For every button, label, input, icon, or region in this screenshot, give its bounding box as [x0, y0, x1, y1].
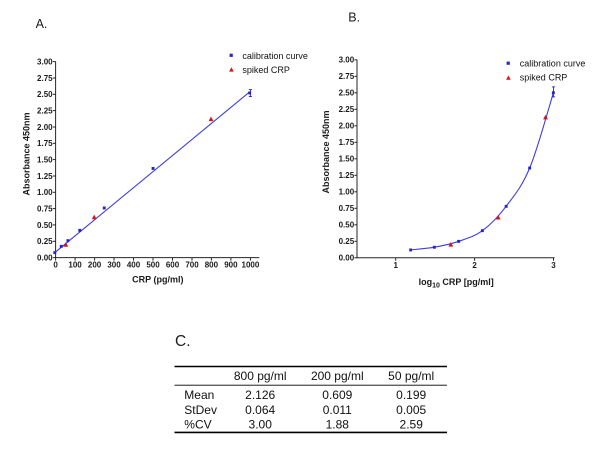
- svg-text:0.005: 0.005: [396, 403, 426, 417]
- svg-text:2.25: 2.25: [37, 107, 53, 116]
- svg-text:1.75: 1.75: [339, 138, 355, 147]
- svg-text:0.00: 0.00: [339, 254, 355, 263]
- svg-text:C.: C.: [175, 333, 191, 350]
- svg-text:2.50: 2.50: [339, 89, 355, 98]
- svg-text:1.75: 1.75: [37, 139, 53, 148]
- svg-text:0.75: 0.75: [339, 204, 355, 213]
- svg-text:0.011: 0.011: [323, 403, 352, 417]
- svg-text:1000: 1000: [242, 261, 260, 270]
- svg-text:3.00: 3.00: [37, 58, 53, 67]
- svg-text:calibration curve: calibration curve: [242, 51, 308, 61]
- svg-text:800: 800: [205, 261, 219, 270]
- svg-text:0: 0: [53, 261, 58, 270]
- svg-text:800 pg/ml: 800 pg/ml: [234, 369, 287, 383]
- svg-text:2.50: 2.50: [37, 90, 53, 99]
- svg-text:700: 700: [185, 261, 199, 270]
- svg-text:CRP (pg/ml): CRP (pg/ml): [132, 274, 183, 284]
- svg-text:0.199: 0.199: [396, 388, 426, 402]
- svg-text:calibration curve: calibration curve: [520, 59, 586, 69]
- svg-text:0.25: 0.25: [339, 237, 355, 246]
- svg-text:1.50: 1.50: [37, 156, 53, 165]
- svg-text:Mean: Mean: [184, 388, 214, 402]
- svg-text:1.00: 1.00: [37, 188, 53, 197]
- svg-text:3.00: 3.00: [249, 417, 273, 431]
- svg-text:100: 100: [68, 261, 82, 270]
- svg-text:1.00: 1.00: [339, 188, 355, 197]
- svg-text:500: 500: [146, 261, 160, 270]
- svg-text:A.: A.: [36, 17, 48, 31]
- svg-text:Absorbance 450nm: Absorbance 450nm: [22, 112, 32, 195]
- svg-text:0.609: 0.609: [322, 388, 352, 402]
- svg-text:1.50: 1.50: [339, 155, 355, 164]
- svg-text:0.50: 0.50: [339, 221, 355, 230]
- svg-text:StDev: StDev: [184, 403, 217, 417]
- svg-text:1.25: 1.25: [339, 171, 355, 180]
- svg-text:0.00: 0.00: [37, 254, 53, 263]
- svg-text:2.59: 2.59: [400, 417, 424, 431]
- svg-text:0.75: 0.75: [37, 205, 53, 214]
- svg-text:%CV: %CV: [184, 417, 211, 431]
- svg-text:0.50: 0.50: [37, 221, 53, 230]
- svg-text:2.75: 2.75: [37, 74, 53, 83]
- svg-text:50 pg/ml: 50 pg/ml: [388, 369, 434, 383]
- svg-text:400: 400: [127, 261, 141, 270]
- svg-text:1.25: 1.25: [37, 172, 53, 181]
- svg-text:2: 2: [472, 261, 477, 270]
- svg-text:200: 200: [88, 261, 102, 270]
- svg-text:2.126: 2.126: [245, 388, 275, 402]
- svg-text:900: 900: [224, 261, 238, 270]
- svg-text:300: 300: [107, 261, 121, 270]
- svg-text:600: 600: [166, 261, 180, 270]
- svg-text:B.: B.: [348, 11, 360, 25]
- svg-text:2.00: 2.00: [37, 123, 53, 132]
- svg-text:200 pg/ml: 200 pg/ml: [311, 369, 364, 383]
- svg-text:2.00: 2.00: [339, 122, 355, 131]
- svg-text:0.25: 0.25: [37, 237, 53, 246]
- svg-text:1.88: 1.88: [326, 417, 350, 431]
- svg-text:3: 3: [551, 261, 556, 270]
- svg-text:spiked CRP: spiked CRP: [520, 73, 568, 83]
- svg-text:2.75: 2.75: [339, 72, 355, 81]
- svg-text:log10 CRP [pg/ml]: log10 CRP [pg/ml]: [419, 277, 494, 289]
- svg-text:Absorbance 450nm: Absorbance 450nm: [321, 110, 331, 193]
- svg-text:3.00: 3.00: [339, 56, 355, 65]
- svg-text:0.064: 0.064: [245, 403, 275, 417]
- svg-text:1: 1: [393, 261, 398, 270]
- svg-text:2.25: 2.25: [339, 105, 355, 114]
- svg-text:spiked CRP: spiked CRP: [242, 65, 290, 75]
